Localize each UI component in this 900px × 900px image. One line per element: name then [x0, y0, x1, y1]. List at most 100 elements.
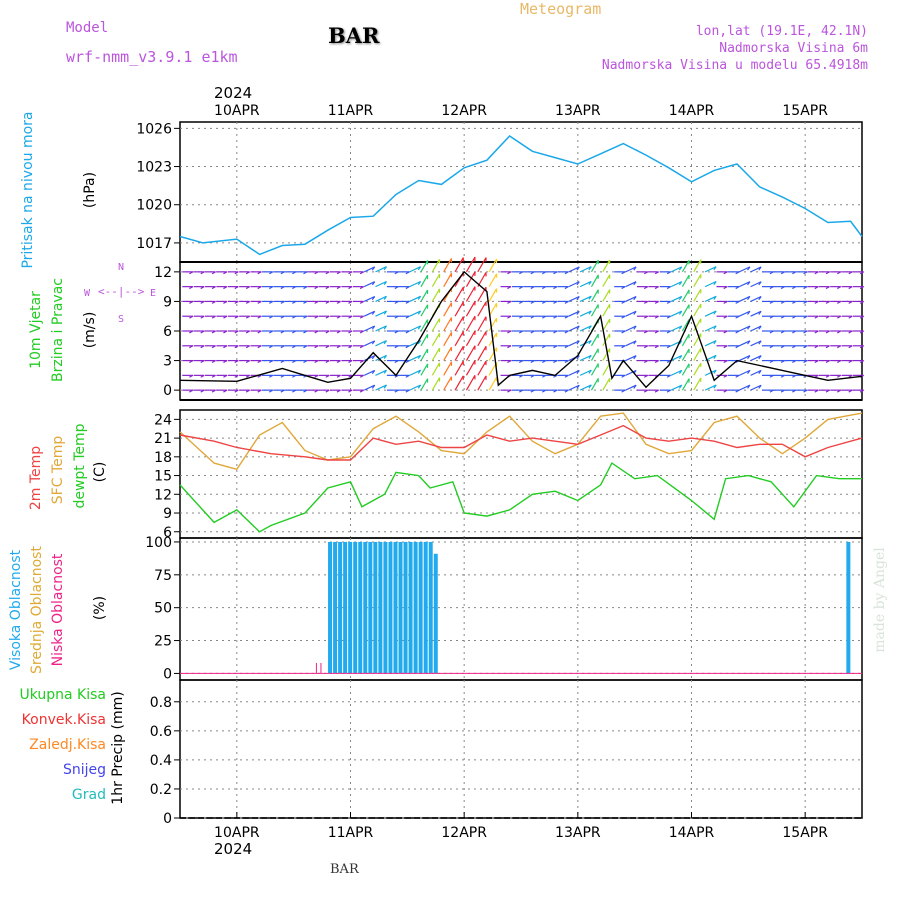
- wind-arrow-head: [189, 374, 194, 378]
- wind-arrow-head: [643, 330, 649, 334]
- wind-arrow-head: [643, 286, 649, 290]
- wind-arrow-head: [713, 340, 717, 345]
- wind-arrow-head: [848, 345, 853, 349]
- wind-arrow-head: [678, 310, 683, 315]
- wind-arrow-head: [792, 300, 797, 304]
- wind-arrow-head: [371, 325, 376, 330]
- wind-arrow-head: [336, 360, 341, 364]
- wind-arrow-head: [234, 271, 239, 275]
- wind-arrow: [568, 266, 580, 273]
- wind-arrow-head: [643, 360, 649, 364]
- wind-arrow-head: [292, 315, 297, 319]
- wind-arrow-head: [633, 384, 637, 389]
- wind-arrow-head: [280, 315, 285, 319]
- top-date-label: 14APR: [669, 103, 715, 119]
- wind-arrow: [625, 340, 637, 347]
- wind-arrow-head: [234, 315, 239, 319]
- cloud-high-bar: [328, 541, 333, 674]
- wind-arrow-head: [530, 345, 535, 349]
- wind-arrow-head: [234, 330, 239, 334]
- wind-arrow-head: [769, 300, 774, 304]
- wind-arrow-head: [848, 360, 853, 364]
- wind-arrow-head: [588, 281, 592, 286]
- wind-arrow-head: [359, 300, 364, 304]
- wind-arrow: [738, 310, 751, 317]
- wind-arrow-head: [780, 315, 785, 319]
- wind-arrow: [431, 288, 441, 302]
- wind-arrow-head: [200, 271, 205, 275]
- wind-arrow-head: [633, 296, 637, 301]
- wind-arrow: [443, 302, 453, 317]
- wind-arrow-head: [507, 345, 512, 349]
- wind-arrow-head: [371, 370, 376, 375]
- wind-arrow: [488, 303, 498, 317]
- wind-arrow: [409, 295, 421, 302]
- wind-arrow-head: [735, 389, 740, 393]
- wind-arrow-head: [383, 384, 387, 389]
- wind-arrow: [681, 363, 690, 376]
- wind-arrow-head: [723, 360, 728, 364]
- wind-arrow-head: [678, 355, 683, 360]
- wind-arrow: [443, 346, 453, 361]
- wind-arrow-head: [643, 315, 649, 319]
- wind-arrow: [488, 347, 498, 361]
- wind-arrow-head: [530, 300, 535, 304]
- wind-arrow-head: [405, 345, 410, 349]
- wind-arrow-head: [758, 325, 762, 330]
- wind-arrow-head: [654, 271, 659, 275]
- wind-arrow-head: [348, 345, 353, 349]
- wind-arrow: [465, 256, 476, 273]
- wind-arrow-head: [383, 310, 387, 315]
- wind-arrow-head: [792, 389, 797, 393]
- wind-arrow-head: [735, 330, 740, 334]
- compass-s: S: [118, 314, 125, 325]
- wind-arrow: [454, 257, 464, 273]
- wind-arrow: [409, 354, 421, 362]
- bottom-date-label: 11APR: [328, 825, 374, 841]
- wind-arrow-head: [280, 286, 285, 290]
- wind-arrow-head: [542, 315, 547, 319]
- wind-arrow: [681, 260, 690, 273]
- wind-arrow: [420, 334, 429, 347]
- wind-arrow-head: [417, 310, 422, 315]
- wind-arrow-head: [336, 286, 341, 290]
- wind-arrow: [704, 369, 717, 376]
- wind-arrow-head: [564, 360, 569, 364]
- wind-arrow-head: [280, 374, 285, 378]
- sfc-temp-line: [179, 412, 863, 471]
- wind-arrow: [670, 355, 682, 362]
- wind-arrow: [375, 325, 387, 332]
- wind-arrow: [420, 319, 429, 332]
- wind-arrow: [750, 384, 762, 391]
- wind-arrow: [454, 301, 464, 317]
- bottom-date-label: 15APR: [782, 825, 828, 841]
- wind-arrow-head: [223, 315, 228, 319]
- wind-arrow-head: [576, 325, 580, 330]
- dewpt-temp-line: [179, 462, 862, 533]
- elevation-label: Nadmorska Visina 6m: [719, 41, 868, 56]
- wind-arrow-head: [189, 271, 194, 275]
- wind-arrow: [477, 375, 487, 391]
- wind-arrow-head: [588, 325, 592, 330]
- wind-arrow-head: [643, 271, 649, 275]
- wind-arrow-head: [633, 325, 637, 330]
- wind-arrow-head: [507, 360, 512, 364]
- wind-arrow-head: [383, 281, 387, 286]
- wind-arrow-head: [292, 330, 297, 334]
- wind-arrow-head: [303, 360, 308, 364]
- wind-arrow-head: [723, 374, 728, 378]
- wind-arrow-head: [189, 315, 194, 319]
- wind-arrow-head: [359, 389, 364, 393]
- wind-arrow-head: [859, 345, 864, 349]
- wind-arrow-head: [189, 389, 194, 393]
- wind-arrow-head: [633, 310, 637, 315]
- wind-arrow: [477, 360, 487, 376]
- wind-arrow-head: [769, 374, 774, 378]
- wind-arrow-head: [747, 310, 751, 315]
- cloud-label-1: Visoka Oblacnost: [8, 549, 24, 671]
- wind-arrow: [420, 274, 429, 287]
- wind-arrow: [693, 377, 702, 391]
- wind-arrow-head: [747, 325, 751, 330]
- wind-arrow-head: [814, 345, 819, 349]
- cloud-high-bar: [333, 541, 338, 674]
